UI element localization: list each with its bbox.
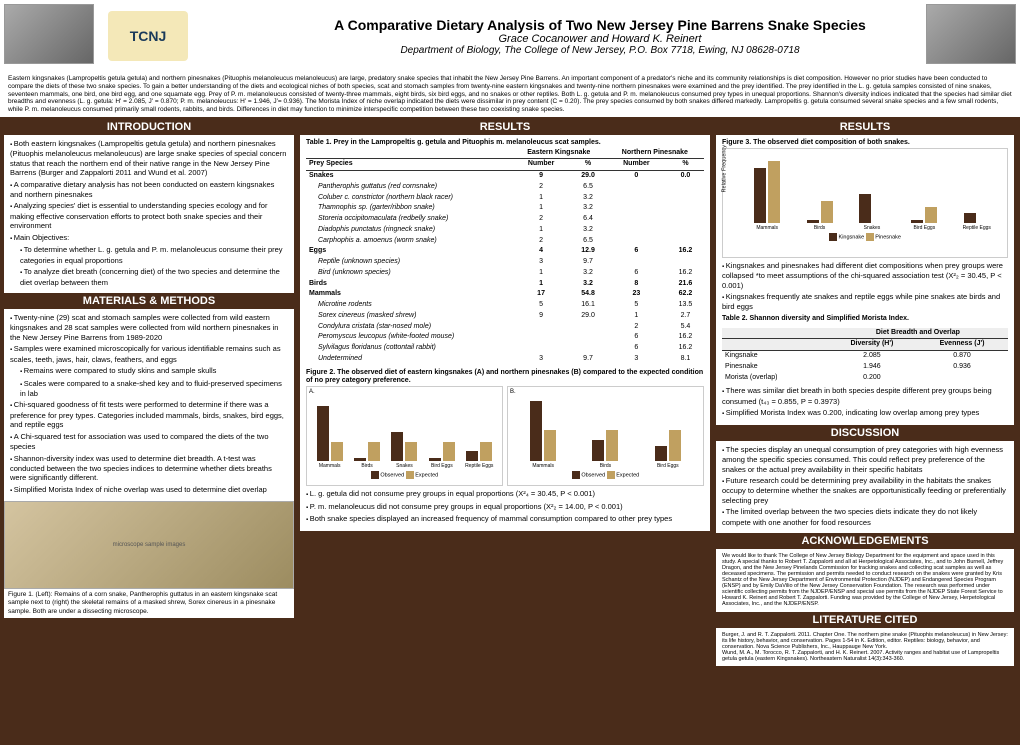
figure2-chart-a: A. MammalsBirdsSnakesBird EggsReptile Eg… [306, 386, 503, 486]
methods-item: A Chi-squared test for association was u… [10, 432, 288, 452]
figure1-image: microscope sample images [4, 501, 294, 589]
column-right: RESULTS Figure 3. The observed diet comp… [716, 119, 1014, 734]
ack-body: We would like to thank The College of Ne… [716, 549, 1014, 611]
table1-row: Coluber c. constrictor (northern black r… [306, 193, 704, 204]
table1-header: Number [606, 159, 667, 171]
lit-item: Burger, J. and R. T. Zappalorti. 2011. C… [722, 632, 1008, 650]
intro-item: A comparative dietary analysis has not b… [10, 180, 288, 200]
methods-item: Chi-squared goodness of fit tests were p… [10, 400, 288, 429]
table1-row: Carphophis a. amoenus (worm snake)26.5 [306, 236, 704, 247]
table1-header: Prey Species [306, 159, 512, 171]
header-snake-image-right [926, 4, 1016, 64]
figure2-caption: Figure 2. The observed diet of eastern k… [306, 369, 704, 387]
column-left: INTRODUCTION Both eastern kingsnakes (La… [4, 119, 294, 734]
table2-note: Simplified Morista Index was 0.200, indi… [722, 408, 1008, 419]
ack-header: ACKNOWLEDGEMENTS [716, 533, 1014, 549]
abstract-text: Eastern kingsnakes (Lampropeltis getula … [0, 72, 1020, 119]
header-snake-image-left [4, 4, 94, 64]
methods-subitem: Remains were compared to study skins and… [20, 366, 288, 377]
table1-row: Sylvilagus floridanus (cottontail rabbit… [306, 343, 704, 354]
intro-item: Both eastern kingsnakes (Lampropeltis ge… [10, 139, 288, 178]
table1-row: Mammals1754.82362.2 [306, 289, 704, 300]
intro-body: Both eastern kingsnakes (Lampropeltis ge… [4, 135, 294, 293]
lit-body: Burger, J. and R. T. Zappalorti. 2011. C… [716, 628, 1014, 666]
fig2-note: L. g. getula did not consume prey groups… [306, 489, 704, 500]
intro-subitem: To analyze diet breath (concerning diet)… [20, 267, 288, 287]
intro-header: INTRODUCTION [4, 119, 294, 135]
table1-row: Bird (unknown species)13.2616.2 [306, 268, 704, 279]
table1-row: Reptile (unknown species)39.7 [306, 257, 704, 268]
table2-row: Kingsnake2.0850.870 [722, 351, 1008, 362]
results2-note: Kingsnakes and pinesnakes had different … [722, 261, 1008, 290]
discussion-body: The species display an unequal consumpti… [716, 441, 1014, 533]
poster-department: Department of Biology, The College of Ne… [188, 45, 1012, 56]
discussion-header: DISCUSSION [716, 425, 1014, 441]
figure3-chart: Relative Frequency MammalsBirdsSnakesBir… [722, 148, 1008, 258]
column-center: RESULTS Table 1. Prey in the Lampropelti… [300, 119, 710, 734]
intro-item: Main Objectives: [10, 233, 288, 244]
table1: Eastern Kingsnake Northern Pinesnake Pre… [306, 148, 704, 365]
figure3-caption: Figure 3. The observed diet composition … [722, 139, 1008, 148]
methods-item: Shannon-diversity index was used to dete… [10, 454, 288, 483]
discussion-item: The species display an unequal consumpti… [722, 445, 1008, 474]
fig2-note: Both snake species displayed an increase… [306, 514, 704, 525]
results2-note: Kingsnakes frequently ate snakes and rep… [722, 292, 1008, 312]
results-body: Table 1. Prey in the Lampropeltis g. get… [300, 135, 710, 531]
table1-row: Sorex cinereus (masked shrew)929.012.7 [306, 311, 704, 322]
table1-row: Microtine rodents516.1513.5 [306, 300, 704, 311]
table1-row: Birds13.2821.6 [306, 279, 704, 290]
methods-body: Twenty-nine (29) scat and stomach sample… [4, 309, 294, 501]
table1-row: Eggs412.9616.2 [306, 246, 704, 257]
results-header: RESULTS [300, 119, 710, 135]
table1-header: % [570, 159, 605, 171]
methods-item: Twenty-nine (29) scat and stomach sample… [10, 313, 288, 342]
lit-item: Wund, M. A., M. Torocco, R. T. Zappalort… [722, 650, 1008, 662]
header-text: A Comparative Dietary Analysis of Two Ne… [188, 17, 1012, 56]
discussion-item: Future research could be determining pre… [722, 476, 1008, 505]
table2-caption: Table 2. Shannon diversity and Simplifie… [722, 315, 1008, 324]
table1-row: Condylura cristata (star-nosed mole)25.4 [306, 322, 704, 333]
table2-note: There was similar diet breath in both sp… [722, 386, 1008, 406]
results2-body: Figure 3. The observed diet composition … [716, 135, 1014, 425]
figure1-caption: Figure 1. (Left): Remains of a corn snak… [4, 589, 294, 617]
fig2-note: P. m. melanoleucus did not consume prey … [306, 502, 704, 513]
discussion-item: The limited overlap between the two spec… [722, 507, 1008, 527]
figure2-chart-b: B. MammalsBirdsBird Eggs Observed Expect… [507, 386, 704, 486]
poster-header: TCNJ A Comparative Dietary Analysis of T… [0, 0, 1020, 72]
methods-item: Simplified Morista Index of niche overla… [10, 485, 288, 496]
lit-header: LITERATURE CITED [716, 612, 1014, 628]
methods-header: MATERIALS & METHODS [4, 293, 294, 309]
poster-authors: Grace Cocanower and Howard K. Reinert [188, 33, 1012, 45]
table1-row: Diadophis punctatus (ringneck snake)13.2 [306, 225, 704, 236]
table2-row: Morista (overlap)0.200 [722, 373, 1008, 384]
table1-row: Storeria occipitomaculata (redbelly snak… [306, 214, 704, 225]
methods-subitem: Scales were compared to a snake-shed key… [20, 379, 288, 399]
table1-row: Peromyscus leucopus (white-footed mouse)… [306, 332, 704, 343]
methods-item: Samples were examined microscopically fo… [10, 344, 288, 364]
table1-row: Undetermined39.738.1 [306, 354, 704, 365]
table1-row: Pantherophis guttatus (red cornsnake)26.… [306, 182, 704, 193]
tcnj-logo: TCNJ [108, 11, 188, 61]
poster-title: A Comparative Dietary Analysis of Two Ne… [188, 17, 1012, 33]
table1-header: % [667, 159, 704, 171]
results2-header: RESULTS [716, 119, 1014, 135]
intro-item: Analyzing species' diet is essential to … [10, 201, 288, 230]
table1-super-ek: Eastern Kingsnake [512, 148, 606, 159]
table2-row: Pinesnake1.9460.936 [722, 362, 1008, 373]
table1-caption: Table 1. Prey in the Lampropeltis g. get… [306, 139, 704, 148]
poster-columns: INTRODUCTION Both eastern kingsnakes (La… [0, 119, 1020, 734]
table1-super-np: Northern Pinesnake [606, 148, 704, 159]
table2: Diet Breadth and Overlap Diversity (H')E… [722, 328, 1008, 384]
table1-header: Number [512, 159, 571, 171]
table1-row: Snakes929.000.0 [306, 171, 704, 182]
table1-row: Thamnophis sp. (garter/ribbon snake)13.2 [306, 203, 704, 214]
logo-text: TCNJ [130, 28, 167, 44]
intro-subitem: To determine whether L. g. getula and P.… [20, 245, 288, 265]
